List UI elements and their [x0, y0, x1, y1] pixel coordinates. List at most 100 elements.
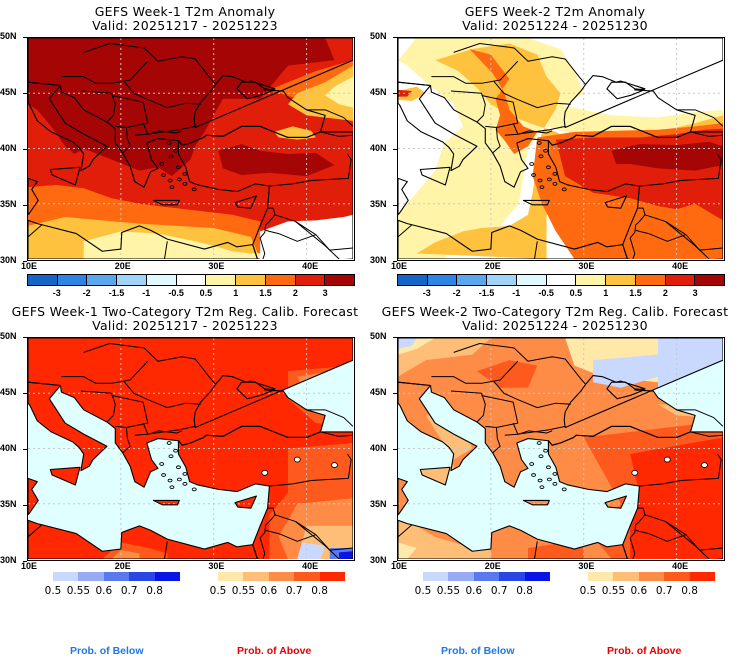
island: [176, 177, 182, 182]
coastline-anatolia: [547, 125, 723, 259]
colorbar-swatch: [146, 275, 177, 285]
country-borders: [28, 343, 353, 559]
colorbar-swatch: [689, 572, 716, 581]
colorbar-swatch: [423, 572, 449, 581]
anomaly-contour-region: [28, 38, 335, 177]
country-borders: [398, 43, 723, 259]
country-border: [685, 234, 723, 251]
island: [173, 448, 179, 453]
country-border: [453, 43, 586, 85]
colorbar-swatch: [295, 275, 326, 285]
coastline-italy: [398, 81, 478, 172]
country-border: [481, 94, 519, 129]
y-tick-mark: [393, 393, 397, 394]
y-tick-label: 45N: [0, 87, 17, 97]
y-tick-label: 50N: [370, 31, 387, 41]
coastline-n_africa: [398, 219, 630, 259]
colorbar-swatch: [218, 572, 244, 581]
y-tick-mark: [23, 261, 27, 262]
y-tick-label: 45N: [370, 387, 387, 397]
colorbar-label: 0.8: [311, 585, 328, 597]
colorbar-label: 0.5: [579, 585, 597, 597]
coastline-crimea: [606, 381, 645, 400]
y-tick-mark: [23, 505, 27, 506]
colorbar-label: 0.5: [414, 585, 432, 597]
aegean-islands: [159, 441, 197, 492]
x-tick-label: 20E: [114, 561, 131, 571]
panel-valid-dates: Valid: 20251217 - 20251223: [92, 18, 278, 33]
colorbar-swatch: [457, 275, 488, 285]
island: [161, 173, 167, 177]
coastline-italy: [398, 381, 478, 472]
colorbar-swatch: [638, 572, 665, 581]
colorbar-label: 0.6: [630, 585, 648, 597]
colorbar-swatch: [176, 275, 207, 285]
country-border: [80, 90, 116, 123]
probability-region: [398, 542, 417, 559]
country-border: [265, 507, 276, 526]
y-tick-mark: [393, 93, 397, 94]
colorbar-label: 0.5: [569, 288, 583, 298]
colorbar-label: 0.55: [601, 585, 626, 597]
colorbar-swatch: [325, 275, 355, 285]
x-tick-label: 30E: [208, 561, 225, 571]
island: [161, 473, 167, 477]
probability-region: [297, 542, 326, 559]
footer-prob-below-right: Prob. of Below: [441, 645, 515, 657]
island: [545, 465, 551, 470]
country-border: [504, 130, 553, 136]
colorbar-label: 3: [692, 288, 698, 298]
island: [168, 154, 174, 159]
country-border: [398, 224, 413, 238]
colorbar-swatch: [473, 572, 500, 581]
country-border: [676, 409, 723, 427]
lake: [631, 469, 639, 476]
country-border: [80, 390, 116, 423]
y-tick-mark: [393, 561, 397, 562]
anomaly-contour-region: [288, 65, 353, 121]
coastline-crimea: [606, 81, 645, 100]
coastline-crete: [152, 499, 180, 506]
colorbar-swatch: [265, 275, 296, 285]
country-border: [690, 431, 723, 437]
country-border: [453, 343, 586, 385]
colorbar-label: -1.5: [478, 288, 495, 298]
map-panel-2: GEFS Week-2 T2m Anomaly Valid: 20251224 -…: [370, 0, 740, 300]
colorbar-swatch: [695, 275, 725, 285]
island: [561, 187, 567, 192]
island: [552, 472, 558, 476]
coastline-tunisia: [398, 177, 409, 216]
island: [536, 441, 542, 445]
colorbar-swatch: [516, 275, 547, 285]
gridlines: [398, 38, 723, 259]
colorbar-label: 0.55: [231, 585, 256, 597]
island: [543, 148, 549, 153]
island: [169, 185, 175, 190]
country-border: [320, 131, 353, 137]
country-border: [639, 153, 722, 187]
probability-region: [398, 338, 417, 350]
country-border: [492, 127, 501, 154]
y-tick-label: 35N: [0, 499, 17, 509]
x-tick-label: 30E: [578, 261, 595, 271]
colorbar-label: -2: [82, 288, 91, 298]
anomaly-colorbar: [397, 274, 725, 286]
island: [168, 454, 174, 459]
lake: [293, 456, 301, 463]
y-tick-mark: [393, 37, 397, 38]
island: [561, 487, 567, 492]
gridlines: [28, 338, 353, 559]
y-tick-label: 45N: [370, 87, 387, 97]
coastline-italy: [28, 381, 108, 472]
colorbar-swatch: [427, 275, 458, 285]
x-tick-label: 10E: [391, 561, 408, 571]
country-border: [123, 380, 201, 409]
colorbar-swatch: [154, 572, 181, 581]
island: [531, 473, 537, 477]
gridlines: [28, 38, 353, 259]
colorbar-label: 0.5: [44, 585, 62, 597]
coastline-crete: [522, 199, 550, 206]
colorbar-label: 2: [292, 288, 298, 298]
coastline-italy: [28, 81, 108, 172]
lake: [701, 462, 708, 468]
